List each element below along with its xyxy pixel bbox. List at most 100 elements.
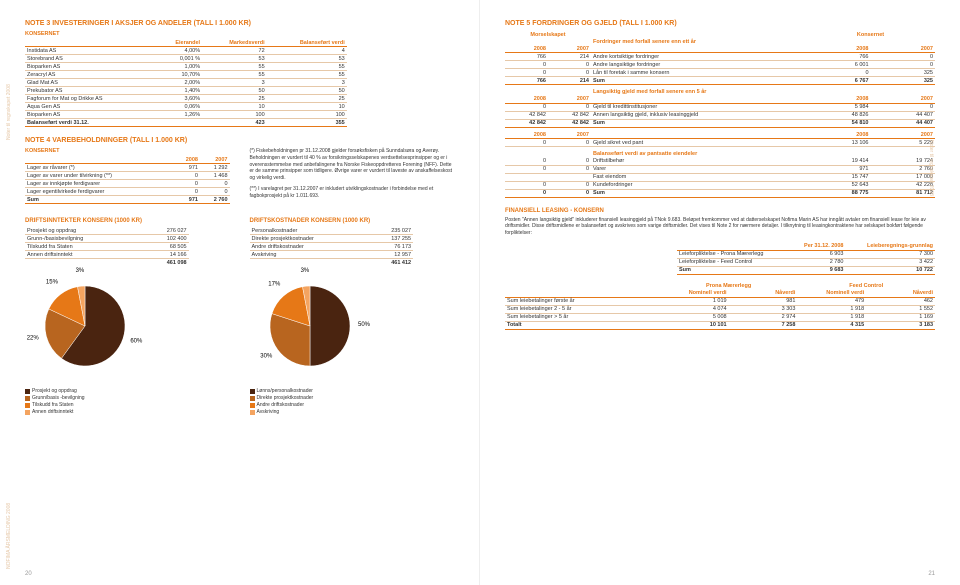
h: 2007 bbox=[871, 131, 936, 139]
cell: Bioparken AS bbox=[25, 111, 155, 119]
cell: Driftstilbehør bbox=[591, 158, 806, 166]
note4-footnotes: (*) Fiskebeholdningen pr 31.12.2008 gjel… bbox=[250, 148, 455, 204]
cell: 1,00% bbox=[155, 63, 202, 71]
cell: 0 bbox=[505, 181, 548, 189]
cell: Gjeld sikret ved pant bbox=[591, 139, 806, 147]
h: 2007 bbox=[871, 96, 936, 104]
cell: 325 bbox=[871, 69, 936, 77]
cell: 235 027 bbox=[370, 227, 413, 235]
cell: 100 bbox=[267, 111, 347, 119]
note3-table: Eierandel Markedsverdi Balanseført verdi… bbox=[25, 39, 347, 127]
cell: 42 842 bbox=[505, 111, 548, 119]
t: Balanseført verdi 31.12. bbox=[25, 119, 155, 127]
note4-konsernet: KONSERNET bbox=[25, 148, 230, 154]
legend-item: Avskriving bbox=[250, 409, 455, 416]
cell: 0 bbox=[505, 61, 548, 69]
cell: Storebrand AS bbox=[25, 55, 155, 63]
cell: 6 001 bbox=[806, 61, 871, 69]
cell: 5 008 bbox=[660, 313, 729, 321]
cell: 0 bbox=[871, 103, 936, 111]
leasing-title: Finansiell leasing - konsern bbox=[505, 208, 935, 214]
cell: Sum bbox=[591, 189, 806, 197]
cell: Totalt bbox=[505, 321, 660, 329]
cell: 81 712 bbox=[871, 189, 936, 197]
h: Balanseført verdi bbox=[267, 39, 347, 47]
h: Nåverdi bbox=[866, 290, 935, 298]
cell: 102 400 bbox=[142, 235, 188, 243]
sidebar-text-r: Noter til regnskapet 2008 bbox=[928, 140, 934, 196]
note5-title: NOTE 5 FORDRINGER OG GJELD (tall i 1.000… bbox=[505, 20, 935, 27]
cell: 5 229 bbox=[871, 139, 936, 147]
legend-item: Lønns/personalkostnader bbox=[250, 388, 455, 395]
cell: 2 974 bbox=[729, 313, 798, 321]
cell: 0 bbox=[548, 181, 591, 189]
cell: 44 407 bbox=[871, 111, 936, 119]
note4-title: NOTE 4 VAREBEHOLDNINGER (tall i 1.000 kr… bbox=[25, 137, 454, 144]
cell: 10 101 bbox=[660, 321, 729, 329]
legend-item: Tilskudd fra Staten bbox=[25, 402, 230, 409]
cell: 10 722 bbox=[845, 266, 935, 274]
cell: Tilskudd fra Staten bbox=[25, 243, 142, 251]
h: Morselskapet bbox=[505, 31, 591, 38]
cell: Fagforum for Mat og Drikke AS bbox=[25, 95, 155, 103]
cell: Andre kortsiktige fordringer bbox=[591, 53, 806, 61]
cell: Kundefordringer bbox=[591, 181, 806, 189]
cell: 3 183 bbox=[866, 321, 935, 329]
h: 2008 bbox=[806, 96, 871, 104]
note3-konsernet: KONSERNET bbox=[25, 31, 454, 37]
cell: 48 826 bbox=[806, 111, 871, 119]
cell: 10,70% bbox=[155, 71, 202, 79]
di-table: Prosjekt og oppdrag276 027Grunn-/basisbe… bbox=[25, 227, 189, 266]
cell: 76 173 bbox=[370, 243, 413, 251]
h bbox=[25, 156, 173, 164]
cell: Sum bbox=[591, 119, 806, 127]
cell: 4,00% bbox=[155, 47, 202, 55]
h: Fordringer med forfall senere enn ett år bbox=[591, 38, 806, 45]
cell: 0 bbox=[505, 158, 548, 166]
t: 971 bbox=[173, 196, 200, 204]
cell: 1 468 bbox=[200, 172, 230, 180]
h: 2008 bbox=[505, 131, 548, 139]
legend-item: Annen driftsinntekt bbox=[25, 409, 230, 416]
cell: 1 918 bbox=[797, 305, 866, 313]
cell: Lager av varer under tilvirkning (**) bbox=[25, 172, 173, 180]
dk-table: Personalkostnader235 027Direkte prosjekt… bbox=[250, 227, 414, 266]
cell: 0 bbox=[548, 189, 591, 197]
cell: 0 bbox=[505, 103, 548, 111]
h: Feed Control bbox=[797, 283, 935, 290]
cell: Sum bbox=[591, 77, 806, 85]
cell: 42 842 bbox=[548, 119, 591, 127]
cell: 15 747 bbox=[806, 173, 871, 181]
cell: 214 bbox=[548, 53, 591, 61]
cell: 0 bbox=[200, 188, 230, 196]
cell: 55 bbox=[202, 71, 267, 79]
legend-item: Prosjekt og oppdrag bbox=[25, 388, 230, 395]
cell: 1 169 bbox=[866, 313, 935, 321]
leasing-table1: Per 31.12. 2008 Leieberegnings-grunnlag … bbox=[677, 243, 935, 275]
cell: 0 bbox=[871, 53, 936, 61]
legend-di: Prosjekt og oppdragGrunn/basis -bevilgni… bbox=[25, 388, 230, 416]
t: 355 bbox=[267, 119, 347, 127]
cell: 6 903 bbox=[790, 250, 846, 258]
cell: Annen langsiktig gjeld, inklusiv leasing… bbox=[591, 111, 806, 119]
cell: Zeracryl AS bbox=[25, 71, 155, 79]
cell: 0 bbox=[173, 180, 200, 188]
cell: 19 414 bbox=[806, 158, 871, 166]
cell: 1 292 bbox=[200, 164, 230, 172]
sidebar-text: Noter til regnskapet 2008 bbox=[6, 84, 12, 140]
h: Eierandel bbox=[155, 39, 202, 47]
cell: 2 780 bbox=[790, 258, 846, 266]
cell: 0 bbox=[548, 103, 591, 111]
cell: 100 bbox=[202, 111, 267, 119]
cell: 68 505 bbox=[142, 243, 188, 251]
cell: Sum bbox=[677, 266, 790, 274]
cell: 53 bbox=[267, 55, 347, 63]
cell: 0 bbox=[173, 188, 200, 196]
cell: 3 bbox=[267, 79, 347, 87]
h: 2007 bbox=[200, 156, 230, 164]
cell: 17 000 bbox=[871, 173, 936, 181]
fn2: (**) I varelagret per 31.12.2007 er inkl… bbox=[250, 186, 455, 200]
svg-text:3%: 3% bbox=[76, 268, 85, 274]
cell: 0 bbox=[548, 139, 591, 147]
cell: 10 bbox=[202, 103, 267, 111]
